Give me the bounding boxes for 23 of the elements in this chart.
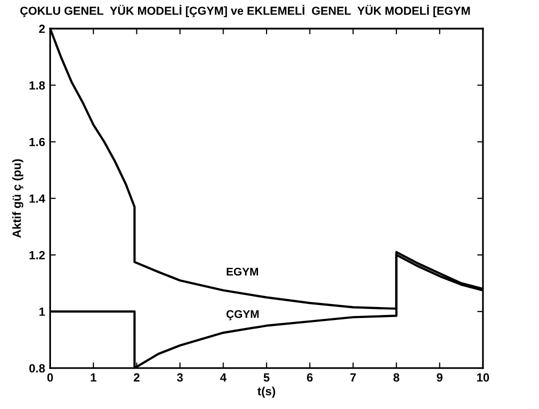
series-label: EGYM [226,268,258,276]
y-axis-title: Aktif gü ç (pu) [12,159,24,238]
y-tick-label: 0.8 [29,364,45,372]
x-axis-title: t(s) [258,386,276,398]
x-tick-label: 4 [220,373,226,382]
y-tick-label: 1.4 [30,194,46,203]
chart-title: ÇOKLU GENEL YÜK MODELİ [ÇGYM] ve EKLEMELİ GENEL YÜK MODELİ [EGYM [20,4,470,18]
x-tick-label: 10 [477,373,490,382]
y-tick-label: 1.6 [30,138,45,146]
x-tick-label: 2 [134,373,140,382]
y-tick-label: 2 [39,24,45,33]
x-tick-label: 9 [436,373,443,382]
x-tick-label: 5 [264,373,270,382]
y-tick-label: 1 [39,308,45,316]
x-tick-label: 1 [90,373,96,382]
series-label: ÇGYM [226,310,259,320]
y-tick-label: 1.2 [30,250,45,260]
x-tick-label: 0 [47,373,53,382]
x-tick-label: 7 [350,373,356,382]
x-tick-label: 6 [306,373,313,382]
y-tick-label: 1.8 [30,81,45,90]
x-tick-label: 8 [393,373,400,382]
x-tick-label: 3 [176,373,183,382]
